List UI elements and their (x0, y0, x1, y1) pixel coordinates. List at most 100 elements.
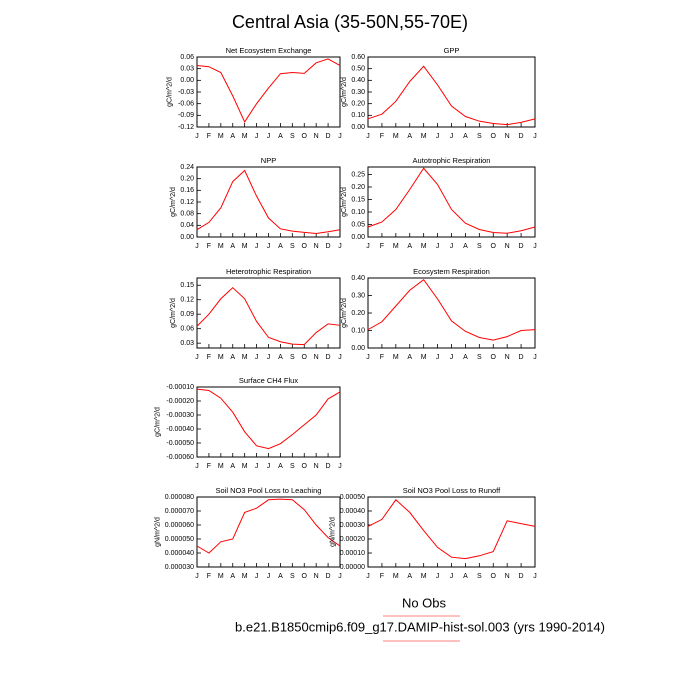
x-tick-label: J (255, 573, 259, 580)
y-tick-label: 0.20 (180, 176, 194, 183)
y-tick-label: 0.09 (180, 311, 194, 318)
data-line (196, 286, 341, 346)
y-tick-label: -0.00030 (166, 412, 194, 419)
x-tick-label: S (477, 243, 482, 250)
x-tick-label: N (314, 463, 319, 470)
x-tick-label: N (314, 354, 319, 361)
y-tick-label: -0.00020 (166, 398, 194, 405)
x-tick-label: M (242, 354, 248, 361)
x-tick-label: J (267, 354, 271, 361)
y-tick-label: 0.00040 (340, 508, 365, 515)
x-tick-label: M (218, 463, 224, 470)
x-tick-label: F (380, 243, 384, 250)
y-tick-label: 0.000050 (165, 536, 194, 543)
x-tick-label: J (450, 133, 454, 140)
y-tick-label: 0.20 (351, 101, 365, 108)
panel-title: Net Ecosystem Exchange (226, 46, 312, 55)
x-tick-label: J (267, 133, 271, 140)
y-axis-label: gC/m^2/d (170, 187, 177, 217)
x-tick-label: M (242, 463, 248, 470)
y-axis-label: gC/m^2/d (341, 77, 348, 107)
x-tick-label: J (533, 133, 537, 140)
legend-label: No Obs (402, 595, 447, 610)
panel-title: Heterotrophic Respiration (226, 267, 311, 276)
y-tick-label: 0.000030 (165, 564, 194, 571)
x-tick-label: F (207, 354, 211, 361)
x-tick-label: J (366, 133, 370, 140)
y-tick-label: 0.06 (180, 326, 194, 333)
x-tick-label: D (519, 573, 524, 580)
x-tick-label: M (218, 133, 224, 140)
x-tick-label: J (255, 354, 259, 361)
y-tick-label: 0.50 (351, 66, 365, 73)
x-tick-label: N (505, 573, 510, 580)
y-tick-label: 0.12 (180, 297, 194, 304)
plot-frame (196, 56, 341, 128)
y-tick-label: 0.000070 (165, 508, 194, 515)
y-tick-label: 0.00020 (340, 536, 365, 543)
x-tick-label: J (255, 463, 259, 470)
panel-title: Ecosystem Respiration (413, 267, 490, 276)
x-tick-label: O (491, 133, 497, 140)
y-tick-label: 0.00 (351, 345, 365, 352)
y-axis-label: gC/m^2/d (155, 407, 162, 437)
x-tick-label: A (230, 354, 235, 361)
x-tick-label: F (380, 573, 384, 580)
x-tick-label: J (450, 354, 454, 361)
y-tick-label: 0.03 (180, 66, 194, 73)
y-tick-label: 0.40 (351, 275, 365, 282)
x-tick-label: M (218, 243, 224, 250)
x-tick-label: M (421, 354, 427, 361)
x-tick-label: J (436, 133, 440, 140)
data-line (367, 279, 536, 341)
panel-title: GPP (444, 46, 460, 55)
y-tick-label: 0.06 (180, 54, 194, 61)
y-tick-label: 0.15 (351, 196, 365, 203)
x-tick-label: F (380, 354, 384, 361)
x-tick-label: N (314, 133, 319, 140)
x-tick-label: M (242, 243, 248, 250)
y-tick-label: -0.00060 (166, 454, 194, 461)
x-tick-label: N (505, 354, 510, 361)
x-tick-label: M (421, 573, 427, 580)
x-tick-label: A (230, 573, 235, 580)
x-tick-label: J (366, 243, 370, 250)
x-tick-label: A (278, 463, 283, 470)
y-tick-label: 0.00010 (340, 550, 365, 557)
x-tick-label: J (533, 243, 537, 250)
x-tick-label: M (242, 573, 248, 580)
y-tick-label: 0.20 (351, 310, 365, 317)
y-tick-label: -0.12 (178, 124, 194, 131)
y-tick-label: 0.40 (351, 77, 365, 84)
x-tick-label: O (302, 573, 308, 580)
x-tick-label: O (302, 354, 308, 361)
x-tick-label: S (290, 463, 295, 470)
y-tick-label: 0.00 (180, 77, 194, 84)
x-tick-label: D (519, 133, 524, 140)
x-tick-label: A (230, 133, 235, 140)
x-tick-label: J (436, 354, 440, 361)
x-tick-label: D (326, 133, 331, 140)
x-tick-label: M (421, 133, 427, 140)
x-tick-label: M (393, 354, 399, 361)
x-tick-label: J (338, 133, 342, 140)
y-tick-label: 0.00030 (340, 522, 365, 529)
x-tick-label: D (326, 573, 331, 580)
x-tick-label: S (290, 243, 295, 250)
data-line (196, 498, 341, 554)
x-tick-label: D (326, 463, 331, 470)
x-tick-label: A (463, 573, 468, 580)
x-tick-label: O (491, 573, 497, 580)
x-tick-label: J (533, 354, 537, 361)
x-tick-label: M (218, 573, 224, 580)
y-tick-label: 0.08 (180, 211, 194, 218)
data-line (367, 167, 536, 234)
x-tick-label: A (278, 243, 283, 250)
x-tick-label: J (195, 243, 199, 250)
x-tick-label: O (491, 354, 497, 361)
x-tick-label: J (267, 243, 271, 250)
x-tick-label: D (519, 243, 524, 250)
x-tick-label: A (278, 573, 283, 580)
x-tick-label: S (290, 133, 295, 140)
x-tick-label: A (230, 463, 235, 470)
